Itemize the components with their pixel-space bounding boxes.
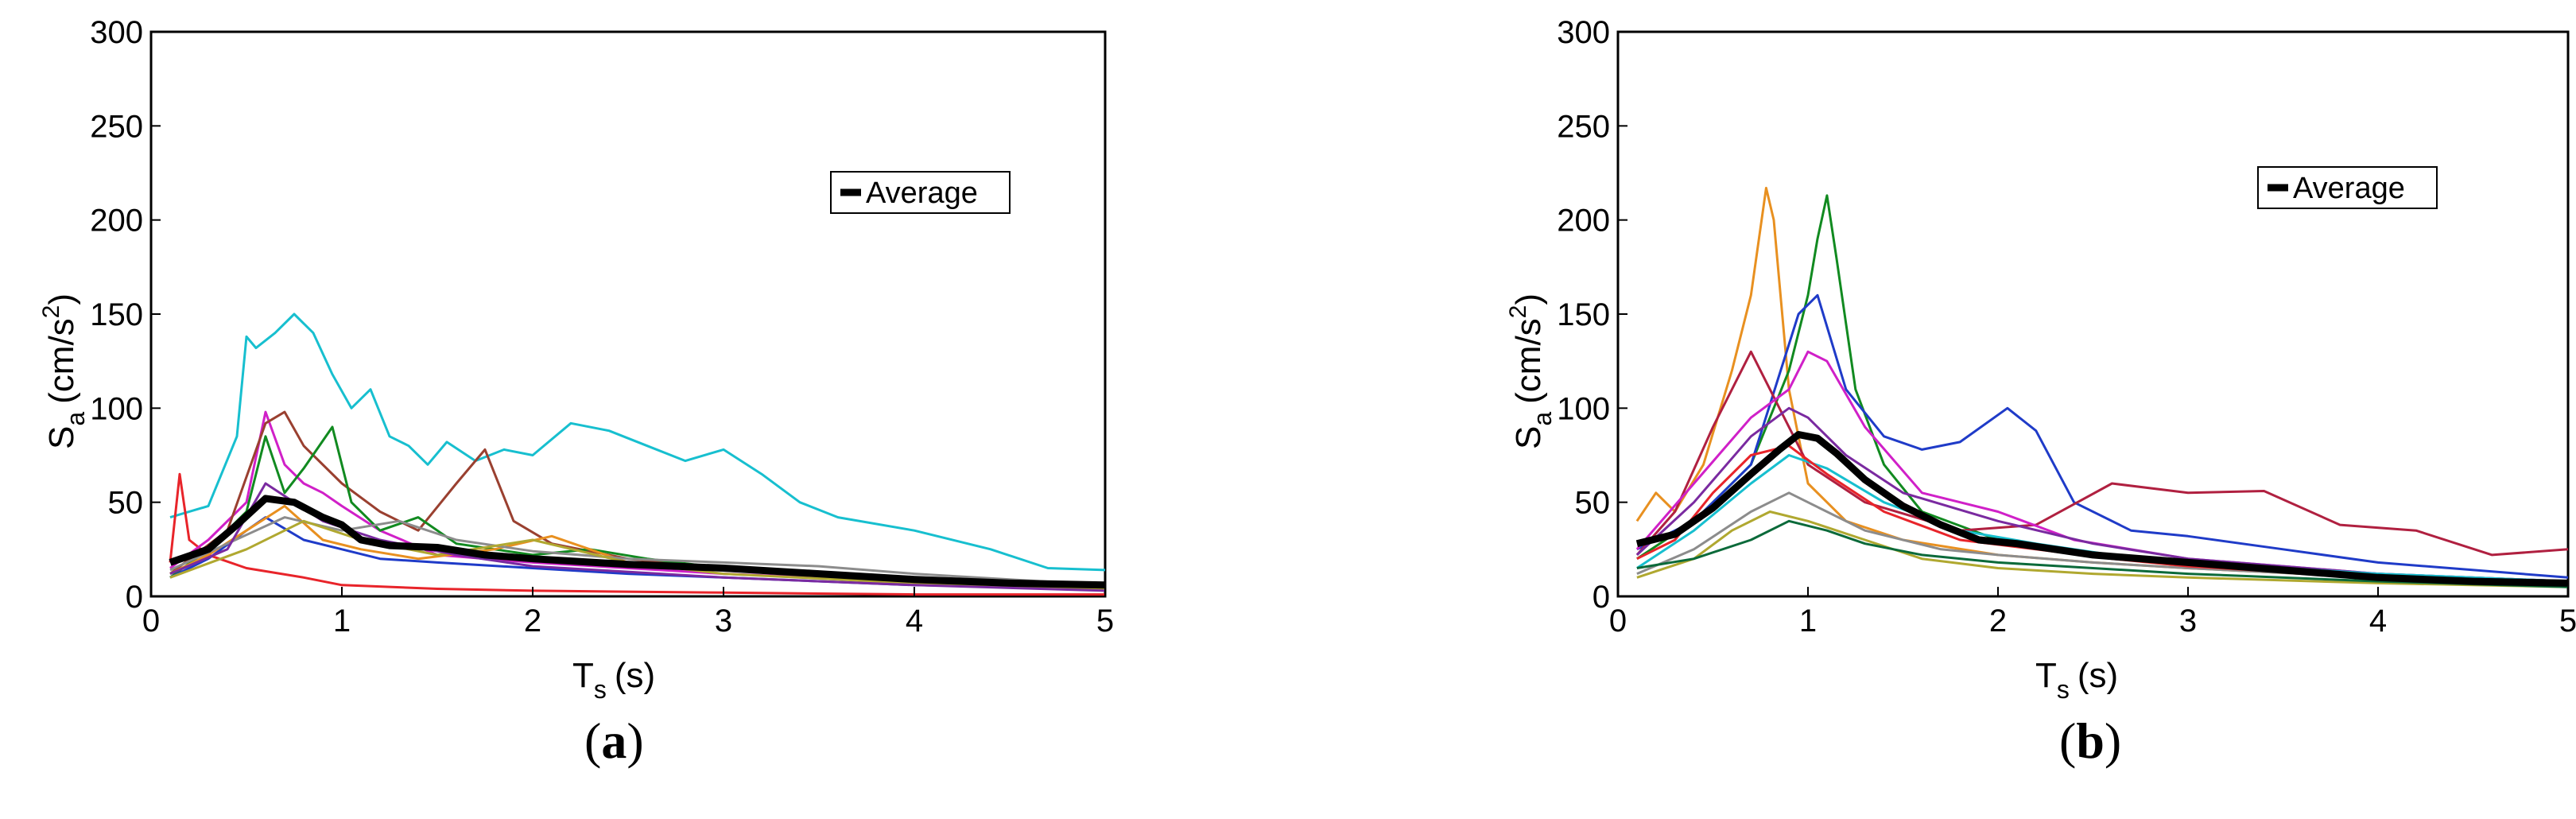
y-tick-label-b: 250: [1557, 109, 1610, 144]
series-line-record-red-a: [169, 472, 1105, 596]
x-tick-label-b: 3: [2179, 604, 2197, 639]
series-line-record-green-a: [169, 425, 1106, 590]
y-tick-label-b: 150: [1557, 297, 1610, 332]
x-tick-label-b: 5: [2559, 604, 2576, 639]
y-tick-label-a: 300: [90, 15, 143, 50]
y-tick-label-a: 100: [90, 391, 143, 426]
y-tick-label-a: 250: [90, 109, 143, 144]
x-axis-label-a: Ts (s): [572, 656, 655, 704]
panel-label-b: (b): [2059, 712, 2122, 769]
series-line-average-a: [169, 495, 1106, 589]
y-tick-label-a: 200: [90, 204, 143, 239]
x-tick-label-a: 5: [1096, 604, 1114, 639]
x-tick-label-b: 4: [2369, 604, 2387, 639]
legend-label-a: Average: [866, 177, 978, 210]
x-tick-label-b: 0: [1609, 604, 1627, 639]
x-tick-label-a: 2: [524, 604, 541, 639]
y-tick-label-b: 0: [1593, 580, 1610, 615]
series-line-average-b: [1635, 431, 2569, 587]
y-tick-label-b: 200: [1557, 204, 1610, 239]
x-tick-label-a: 4: [906, 604, 923, 639]
x-tick-label-a: 1: [333, 604, 351, 639]
y-tick-label-a: 50: [108, 486, 144, 521]
series-line-record-gray-b: [1636, 491, 2569, 587]
series-line-record-gray-a: [169, 516, 1106, 587]
panel-label-a: (a): [584, 712, 644, 769]
x-axis-label-b: Ts (s): [2035, 656, 2118, 704]
y-tick-label-a: 150: [90, 297, 143, 332]
plot-area-a: [149, 30, 1107, 598]
legend-a: Average: [830, 171, 1011, 214]
legend-b: Average: [2257, 166, 2438, 209]
y-tick-label-b: 300: [1557, 15, 1610, 50]
y-tick-label-b: 50: [1575, 486, 1611, 521]
legend-label-b: Average: [2293, 172, 2405, 205]
y-tick-label-b: 100: [1557, 391, 1610, 426]
y-axis-label-a: Sa(cm/s2): [38, 293, 90, 449]
x-tick-label-b: 2: [1989, 604, 2007, 639]
series-line-record-darkgreen-b: [1636, 519, 2569, 588]
series-layer-b: [1635, 186, 2569, 588]
series-line-record-purple-b: [1635, 406, 2569, 584]
series-line-record-blue-b: [1636, 293, 2569, 579]
x-tick-label-a: 3: [715, 604, 732, 639]
series-line-record-crimson-b: [1635, 350, 2569, 557]
series-line-record-olive-a: [169, 519, 1106, 590]
plot-area-b: [1616, 30, 2570, 598]
y-axis-label-b: Sa(cm/s2): [1505, 293, 1557, 449]
series-line-record-red-b: [1636, 444, 2569, 584]
series-line-record-magenta-a: [169, 410, 1106, 588]
series-layer-a: [169, 312, 1106, 596]
series-line-record-cyan-a: [169, 312, 1106, 572]
y-tick-label-a: 0: [126, 580, 143, 615]
x-tick-label-a: 0: [142, 604, 160, 639]
x-tick-label-b: 1: [1799, 604, 1817, 639]
